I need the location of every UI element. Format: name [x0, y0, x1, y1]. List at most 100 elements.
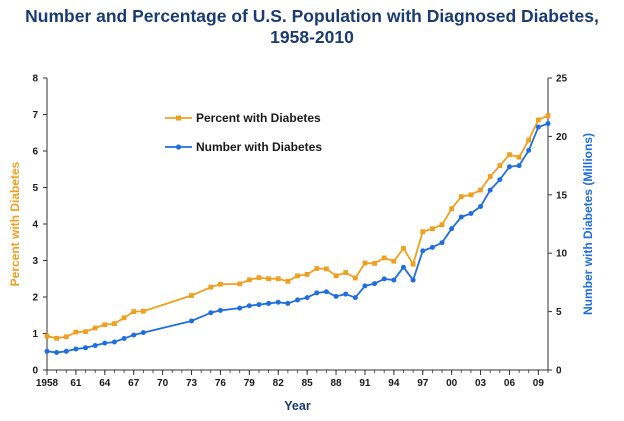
- percent-data-point: [189, 293, 194, 298]
- percent-data-point: [275, 276, 281, 282]
- percent-data-point: [121, 315, 127, 321]
- y-left-tick-label: 6: [32, 147, 38, 158]
- number-data-point: [237, 305, 243, 311]
- chart-title-line-2: 1958-2010: [270, 27, 354, 47]
- percent-data-point: [314, 266, 320, 271]
- percent-data-point: [333, 273, 339, 279]
- x-tick-label: 85: [302, 378, 314, 389]
- percent-data-point: [449, 206, 455, 212]
- series-layer: [44, 113, 551, 355]
- y-left-tick-label: 5: [32, 183, 38, 194]
- number-data-point: [381, 276, 387, 282]
- number-data-point: [400, 264, 406, 270]
- x-tick-label: 1958: [36, 378, 59, 389]
- number-data-point: [333, 293, 339, 299]
- number-data-point: [516, 163, 522, 169]
- number-data-point: [73, 346, 79, 352]
- percent-data-point: [401, 246, 406, 251]
- percent-data-point: [497, 163, 503, 168]
- percent-data-point: [285, 278, 291, 284]
- x-tick-label: 73: [186, 378, 198, 389]
- number-data-point: [304, 295, 310, 301]
- number-data-point: [343, 291, 349, 297]
- x-tick-label: 91: [359, 378, 371, 389]
- percent-data-point: [391, 258, 397, 264]
- percent-data-point: [237, 281, 243, 287]
- y-left-tick-label: 4: [32, 220, 38, 231]
- x-tick-label: 64: [99, 378, 111, 389]
- percent-data-point: [516, 154, 522, 160]
- percent-data-point: [545, 113, 551, 118]
- percent-data-point: [410, 261, 416, 267]
- number-data-point: [535, 124, 541, 130]
- percent-data-point: [295, 273, 300, 279]
- number-data-point: [121, 335, 127, 341]
- y-right-tick-label: 0: [556, 366, 562, 377]
- percent-data-point: [73, 329, 79, 335]
- number-data-point: [372, 281, 378, 287]
- number-data-point: [323, 289, 329, 295]
- number-data-point: [506, 164, 512, 170]
- percent-data-point: [304, 271, 310, 277]
- percent-data-point: [526, 137, 532, 143]
- number-data-point: [526, 147, 532, 153]
- percent-data-point: [372, 261, 377, 266]
- number-data-point: [246, 303, 252, 309]
- percent-data-point: [352, 275, 358, 281]
- number-data-point: [449, 226, 455, 232]
- percent-data-point: [468, 192, 474, 198]
- number-data-point: [420, 248, 426, 254]
- y-right-tick-label: 10: [556, 249, 568, 260]
- x-tick-label: 82: [273, 378, 285, 389]
- y-left-tick-label: 7: [32, 110, 38, 121]
- number-data-point: [468, 210, 474, 216]
- number-data-point: [256, 302, 262, 308]
- y-right-tick-label: 15: [556, 190, 568, 201]
- y-axis-right-label: Number with Diabetes (Millions): [581, 133, 595, 315]
- percent-data-point: [478, 187, 483, 193]
- number-data-point: [102, 340, 108, 346]
- legend-label: Percent with Diabetes: [196, 111, 321, 125]
- percent-data-point: [83, 329, 88, 335]
- number-data-point: [83, 345, 89, 351]
- x-axis-label: Year: [284, 399, 311, 413]
- legend-swatch-marker: [176, 115, 181, 121]
- percent-data-point: [112, 321, 117, 327]
- number-data-point: [54, 349, 60, 355]
- number-data-point: [285, 300, 291, 306]
- x-tick-label: 88: [330, 378, 342, 389]
- legend-label: Number with Diabetes: [196, 140, 322, 154]
- x-tick-label: 76: [215, 378, 227, 389]
- x-tick-label: 70: [157, 378, 169, 389]
- legend-swatch-marker: [175, 144, 182, 150]
- number-data-point: [439, 240, 445, 246]
- y-left-tick-label: 3: [32, 256, 38, 267]
- percent-data-point: [439, 222, 445, 228]
- number-data-point: [140, 330, 146, 336]
- x-tick-label: 61: [70, 378, 82, 389]
- percent-data-point: [266, 276, 271, 282]
- number-data-point: [208, 310, 214, 316]
- percent-data-point: [362, 260, 368, 266]
- percent-data-point: [208, 284, 214, 290]
- percent-data-point: [218, 281, 223, 287]
- y-axis-left-label: Percent with Diabetes: [8, 161, 22, 286]
- number-data-point: [314, 290, 320, 296]
- x-tick-label: 94: [388, 378, 400, 389]
- y-left-tick-label: 1: [32, 329, 38, 340]
- percent-data-point: [429, 226, 435, 232]
- number-data-point: [131, 332, 137, 338]
- y-left-tick-label: 2: [32, 293, 38, 304]
- percent-data-point: [140, 308, 146, 314]
- number-data-point: [410, 277, 416, 283]
- chart-title: Number and Percentage of U.S. Population…: [0, 6, 624, 48]
- number-data-point: [487, 187, 493, 193]
- percent-data-point: [420, 229, 426, 235]
- number-data-point: [478, 203, 484, 209]
- number-data-point: [497, 177, 503, 183]
- number-data-point: [391, 277, 397, 283]
- percent-data-point: [381, 255, 387, 261]
- number-data-point: [295, 297, 300, 303]
- number-data-point: [92, 342, 98, 348]
